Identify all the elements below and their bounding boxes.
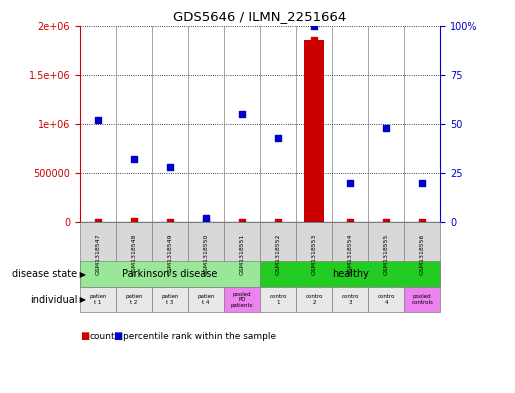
Point (310, 22, 318, 29)
Point (166, 164, 174, 170)
Point (202, 219, 210, 225)
Text: ■: ■ (113, 331, 123, 341)
Point (346, 219, 354, 225)
Point (94, 117, 102, 123)
Text: ▶: ▶ (77, 270, 87, 279)
Point (130, 156, 138, 162)
Text: GSM1318547: GSM1318547 (95, 234, 100, 275)
Point (418, 180, 426, 186)
Point (346, 180, 354, 186)
Text: disease state: disease state (12, 269, 77, 279)
Bar (304, 40, 324, 222)
Text: GSM1318548: GSM1318548 (131, 234, 136, 275)
Point (202, 215, 210, 221)
Point (238, 111, 246, 117)
Text: GSM1318555: GSM1318555 (384, 234, 389, 275)
Text: ▶: ▶ (77, 295, 87, 304)
Point (274, 219, 282, 225)
Point (382, 219, 390, 225)
Point (130, 218, 138, 224)
Text: patien
t 1: patien t 1 (89, 294, 107, 305)
Text: patien
t 2: patien t 2 (125, 294, 143, 305)
Text: pooled
PD
patients: pooled PD patients (231, 292, 253, 308)
Text: percentile rank within the sample: percentile rank within the sample (123, 332, 276, 340)
Text: GSM1318551: GSM1318551 (239, 234, 245, 275)
Text: GSM1318552: GSM1318552 (276, 234, 281, 275)
Text: GSM1318549: GSM1318549 (167, 234, 173, 275)
Text: Parkinson's disease: Parkinson's disease (122, 269, 218, 279)
Point (274, 134, 282, 141)
Text: patien
t 3: patien t 3 (161, 294, 179, 305)
Point (382, 125, 390, 131)
Text: healthy: healthy (332, 269, 369, 279)
Point (94, 219, 102, 225)
Text: GSM1318550: GSM1318550 (203, 234, 209, 275)
Text: contro
2: contro 2 (305, 294, 323, 305)
Title: GDS5646 / ILMN_2251664: GDS5646 / ILMN_2251664 (174, 10, 347, 23)
Point (418, 219, 426, 225)
Text: count: count (89, 332, 115, 340)
Point (310, 37, 318, 43)
Point (166, 219, 174, 225)
Text: patien
t 4: patien t 4 (197, 294, 215, 305)
Text: individual: individual (30, 295, 77, 305)
Text: pooled
controls: pooled controls (411, 294, 433, 305)
Point (238, 219, 246, 225)
Text: contro
3: contro 3 (341, 294, 359, 305)
Text: GSM1318554: GSM1318554 (348, 234, 353, 275)
Text: ■: ■ (80, 331, 89, 341)
Text: GSM1318556: GSM1318556 (420, 234, 425, 275)
Text: contro
1: contro 1 (269, 294, 287, 305)
Text: contro
4: contro 4 (377, 294, 395, 305)
Text: GSM1318553: GSM1318553 (312, 234, 317, 275)
